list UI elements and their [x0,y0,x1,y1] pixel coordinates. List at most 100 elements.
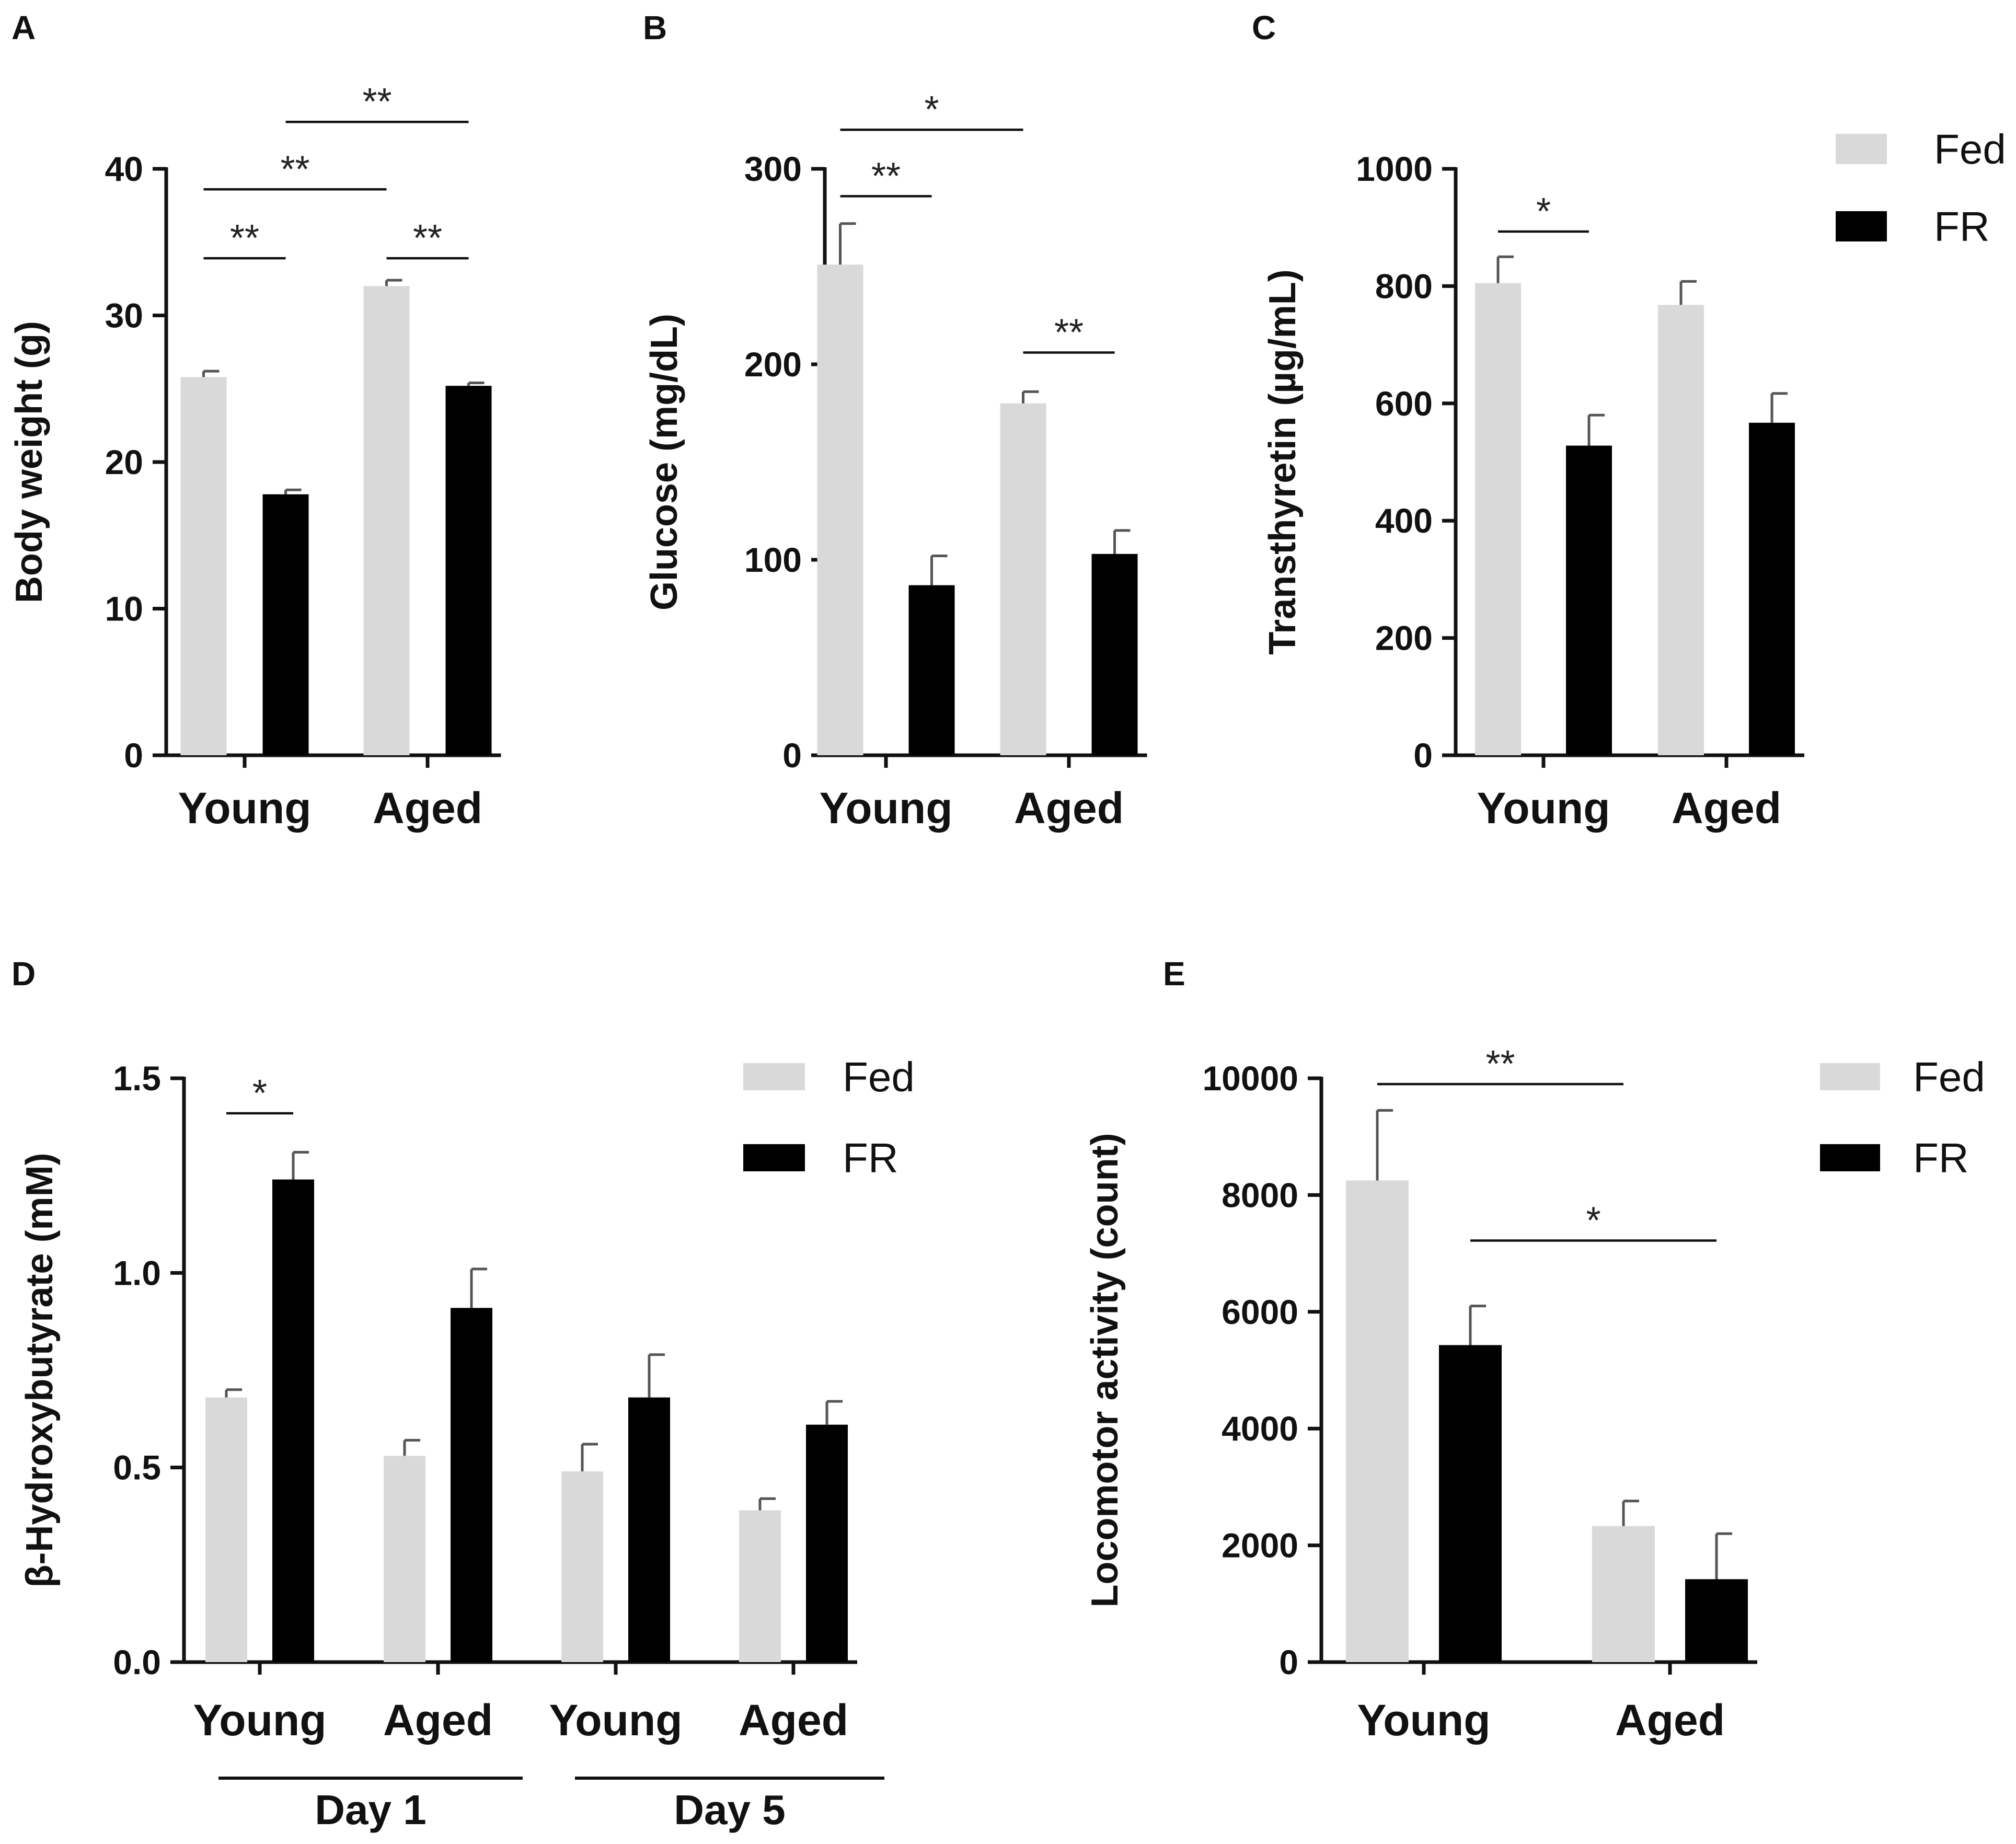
y-axis-title: β-Hydroxybutyrate (mM) [19,1152,61,1587]
legend-swatch-fr [1820,1144,1880,1171]
bar-fed-young [1475,283,1521,755]
y-tick-label: 0 [1413,736,1433,775]
y-tick-label: 8000 [1222,1175,1298,1214]
y-axis-title: Locomotor activity (count) [1084,1133,1126,1607]
y-tick-label: 4000 [1222,1409,1298,1448]
bar-fr-young [272,1179,314,1662]
significance-marker: * [924,89,939,131]
y-tick-label: 100 [744,540,802,579]
panel-label: E [1163,955,1185,993]
x-category-label: Aged [1014,783,1124,833]
y-tick-label: 40 [105,149,143,188]
x-category-label: Young [178,783,311,833]
x-category-label: Aged [1672,783,1781,833]
bar-fr-aged [806,1424,848,1662]
bar-fed-aged [1592,1526,1655,1662]
x-category-label: Aged [739,1696,848,1745]
bar-fr-young [262,494,309,755]
bar-fed-young [561,1471,603,1662]
y-tick-label: 800 [1375,267,1433,305]
bar-fr-aged [445,386,492,755]
legend-swatch-fr [743,1144,805,1171]
legend-label-fed: Fed [1913,1054,1985,1100]
significance-marker: ** [871,155,901,197]
y-tick-label: 0 [1279,1643,1298,1681]
significance-marker: * [1536,191,1551,233]
bar-fr-young [628,1397,670,1662]
significance-marker: ** [413,217,442,259]
y-tick-label: 200 [744,345,802,384]
y-tick-label: 400 [1375,501,1433,540]
y-tick-label: 200 [1375,619,1433,658]
panel-label: C [1252,9,1276,47]
bar-fed-aged [1658,305,1704,755]
legend-label-fr: FR [1913,1135,1969,1181]
y-axis-title: Glucose (mg/dL) [643,314,685,610]
bar-fr-aged [1749,422,1795,755]
panel-label: A [11,9,36,47]
y-tick-label: 30 [105,296,143,335]
y-tick-label: 1000 [1356,149,1433,188]
x-category-label: Young [819,783,952,833]
panel-label: B [643,9,667,47]
panel-d: D 0.0 0.5 1.0 1.5 Young Aged Young Aged β-Hydroxy… [11,955,915,1833]
x-category-label: Young [1357,1696,1490,1745]
legend-label-fed: Fed [1934,126,2006,172]
bar-fed-young [1346,1180,1409,1662]
y-tick-label: 300 [744,149,802,188]
significance-marker: * [1586,1200,1600,1242]
y-tick-label: 20 [105,443,143,481]
panel-label: D [11,955,36,993]
legend-label-fr: FR [1934,203,1990,250]
bar-fed-young [180,377,227,755]
legend-swatch-fed [743,1063,805,1090]
significance-marker: ** [230,217,259,259]
bar-fed-young [817,264,863,755]
y-tick-label: 2000 [1222,1526,1298,1565]
x-category-label: Aged [373,783,482,833]
panel-c: C 0 200 400 600 800 1000 Young Aged Transthyretin… [1252,9,2006,833]
y-tick-label: 600 [1375,384,1433,423]
x-category-label: Aged [1615,1696,1725,1745]
panel-e: E 0 2000 4000 6000 8000 10000 Young Aged Locomoto… [1084,955,1985,1745]
significance-marker: ** [280,148,309,190]
significance-marker: ** [362,81,391,123]
significance-marker: ** [1485,1043,1515,1085]
x-category-label: Young [193,1696,326,1745]
bar-fed-aged [363,286,410,755]
x-category-label: Aged [383,1696,493,1745]
x-category-label: Young [549,1696,682,1745]
bar-fed-aged [1000,403,1046,755]
y-tick-label: 6000 [1222,1293,1298,1331]
y-tick-label: 10 [105,590,143,628]
y-tick-label: 0.5 [113,1448,161,1487]
bar-fr-young [1439,1345,1502,1662]
y-tick-label: 0.0 [113,1643,161,1681]
legend-label-fr: FR [843,1135,898,1181]
bar-fr-aged [1091,554,1138,755]
y-tick-label: 10000 [1202,1059,1298,1098]
bar-fed-aged [384,1456,425,1662]
bar-fr-young [908,585,955,755]
y-axis-title: Body weight (g) [8,321,50,603]
bar-fed-aged [739,1510,781,1662]
y-axis-title: Transthyretin (µg/mL) [1262,269,1304,655]
y-tick-label: 1.0 [113,1253,161,1292]
x-category-label: Young [1477,783,1610,833]
bar-fr-aged [451,1308,492,1662]
significance-marker: ** [1054,312,1084,354]
legend-label-fed: Fed [843,1054,915,1100]
y-tick-label: 0 [782,736,802,775]
legend-swatch-fed [1820,1063,1880,1090]
significance-marker: * [252,1073,267,1114]
bar-fed-young [205,1397,247,1662]
y-tick-label: 1.5 [113,1059,161,1098]
panel-a: A 0 10 20 30 40 Young Aged Body weight (g) ** ** **… [8,9,501,833]
bar-fr-aged [1685,1579,1748,1662]
legend-swatch-fed [1836,134,1887,164]
group-label: Day 1 [315,1787,426,1833]
y-tick-label: 0 [124,736,143,775]
group-label: Day 5 [674,1787,785,1833]
